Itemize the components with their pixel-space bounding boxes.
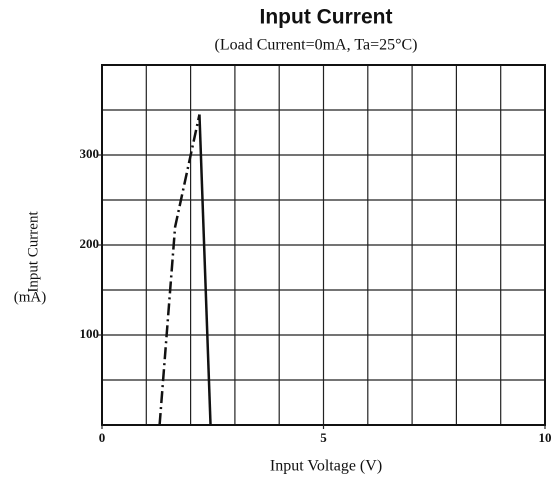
line-series [158,114,201,426]
x-tick-label: 0 [99,430,106,445]
y-axis-label: Input Current [25,211,41,293]
y-tick-label: 300 [80,146,100,161]
x-tick-label: 10 [539,430,552,445]
x-tick-label: 5 [320,430,327,445]
chart-subtitle: (Load Current=0mA, Ta=25°C) [215,37,418,54]
y-tick-label: 100 [80,326,100,341]
chart-title: Input Current [260,6,393,29]
x-axis-label: Input Voltage (V) [270,458,382,475]
y-tick-label: 200 [80,236,100,251]
y-axis-unit: (mA) [14,289,47,305]
line-series [198,114,212,426]
